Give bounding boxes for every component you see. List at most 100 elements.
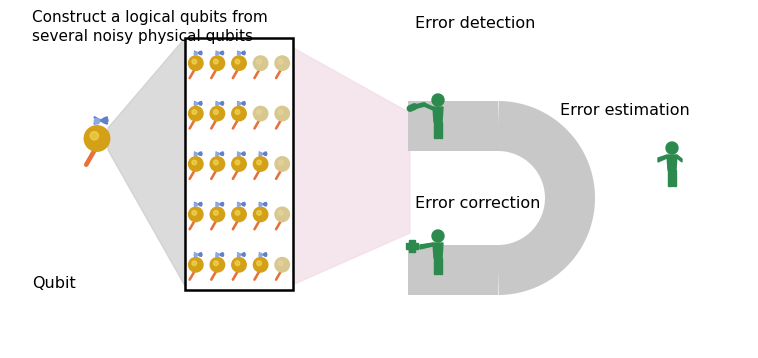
Circle shape — [666, 142, 678, 154]
Circle shape — [275, 207, 290, 222]
Circle shape — [232, 106, 246, 121]
Polygon shape — [668, 170, 672, 186]
Circle shape — [242, 253, 245, 256]
Circle shape — [210, 157, 224, 171]
Circle shape — [199, 52, 202, 54]
Polygon shape — [658, 155, 667, 162]
Circle shape — [214, 211, 218, 215]
Circle shape — [257, 59, 262, 64]
Circle shape — [432, 230, 444, 242]
Circle shape — [242, 203, 245, 206]
Circle shape — [275, 257, 290, 272]
Circle shape — [214, 59, 218, 64]
Circle shape — [253, 257, 268, 272]
Circle shape — [257, 261, 262, 266]
Circle shape — [214, 110, 218, 115]
Circle shape — [264, 253, 267, 256]
Circle shape — [253, 157, 268, 171]
Circle shape — [257, 160, 262, 165]
Circle shape — [257, 211, 262, 215]
Circle shape — [199, 152, 202, 155]
Polygon shape — [433, 107, 443, 122]
Circle shape — [242, 102, 245, 105]
Circle shape — [189, 257, 203, 272]
Circle shape — [237, 153, 240, 156]
Circle shape — [278, 261, 283, 266]
Circle shape — [237, 102, 240, 105]
Circle shape — [432, 94, 444, 106]
Circle shape — [253, 56, 268, 71]
Circle shape — [278, 211, 283, 215]
Circle shape — [194, 102, 197, 105]
Polygon shape — [108, 38, 185, 286]
Circle shape — [275, 56, 290, 71]
Circle shape — [216, 102, 219, 105]
Circle shape — [259, 153, 262, 156]
Circle shape — [214, 261, 218, 266]
Polygon shape — [424, 103, 433, 110]
Circle shape — [264, 152, 267, 155]
Circle shape — [210, 257, 224, 272]
Circle shape — [235, 110, 240, 115]
Circle shape — [278, 59, 283, 64]
Circle shape — [221, 253, 224, 256]
Circle shape — [232, 207, 246, 222]
Circle shape — [189, 106, 203, 121]
Circle shape — [232, 257, 246, 272]
Polygon shape — [672, 170, 676, 186]
Circle shape — [192, 110, 196, 115]
Circle shape — [216, 253, 219, 257]
Circle shape — [210, 106, 224, 121]
Circle shape — [257, 110, 262, 115]
Circle shape — [221, 152, 224, 155]
Polygon shape — [406, 240, 418, 252]
Circle shape — [275, 106, 290, 121]
Circle shape — [189, 157, 203, 171]
Circle shape — [210, 207, 224, 222]
Circle shape — [194, 153, 197, 156]
Polygon shape — [434, 122, 437, 138]
Text: Construct a logical qubits from
several noisy physical qubits: Construct a logical qubits from several … — [32, 10, 268, 44]
Circle shape — [259, 253, 262, 257]
Polygon shape — [433, 243, 443, 258]
Bar — [185, 38, 293, 290]
Circle shape — [242, 152, 245, 155]
Circle shape — [259, 203, 262, 206]
Circle shape — [94, 118, 100, 124]
Circle shape — [235, 59, 240, 64]
Circle shape — [189, 207, 203, 222]
Circle shape — [237, 253, 240, 257]
Text: Error estimation: Error estimation — [560, 103, 690, 118]
Circle shape — [275, 157, 290, 171]
Circle shape — [216, 52, 219, 55]
Circle shape — [199, 203, 202, 206]
Circle shape — [192, 261, 196, 266]
Circle shape — [216, 203, 219, 206]
Circle shape — [221, 203, 224, 206]
Polygon shape — [667, 155, 677, 170]
Circle shape — [264, 203, 267, 206]
Circle shape — [235, 160, 240, 165]
Circle shape — [192, 160, 196, 165]
Circle shape — [214, 160, 218, 165]
Polygon shape — [677, 155, 682, 162]
Circle shape — [235, 261, 240, 266]
Polygon shape — [434, 258, 437, 274]
Circle shape — [102, 118, 108, 123]
Circle shape — [194, 203, 197, 206]
Circle shape — [189, 56, 203, 71]
Circle shape — [194, 52, 197, 55]
Text: Error correction: Error correction — [415, 196, 540, 211]
Polygon shape — [438, 122, 442, 138]
Circle shape — [232, 157, 246, 171]
Circle shape — [221, 102, 224, 105]
Circle shape — [237, 52, 240, 55]
Circle shape — [192, 211, 196, 215]
Circle shape — [84, 126, 110, 151]
Polygon shape — [290, 46, 410, 286]
Circle shape — [210, 56, 224, 71]
Circle shape — [237, 203, 240, 206]
Circle shape — [253, 106, 268, 121]
Text: Qubit: Qubit — [32, 276, 76, 291]
Circle shape — [253, 207, 268, 222]
